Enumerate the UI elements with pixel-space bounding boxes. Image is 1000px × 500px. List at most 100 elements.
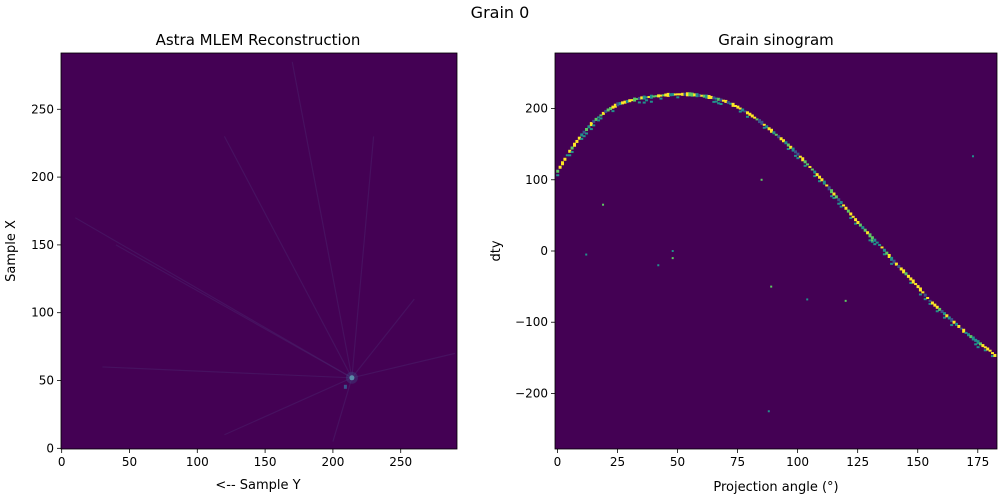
- sinogram-cell: [935, 305, 939, 309]
- sinogram-cell: [693, 93, 697, 97]
- sinogram-cell: [789, 145, 793, 149]
- sinogram-isolated-point: [770, 285, 773, 288]
- sinogram-cell: [625, 99, 629, 103]
- sinogram-cell: [719, 98, 723, 102]
- sinogram-cell: [942, 312, 946, 316]
- sinogram-cell: [599, 117, 603, 120]
- hotspot-fragment: [343, 384, 347, 389]
- sinogram-cell: [926, 297, 930, 300]
- x-tick-label: 200: [321, 455, 344, 469]
- sinogram-cell: [986, 347, 990, 351]
- sinogram-cell: [940, 310, 944, 314]
- sinogram-cell: [637, 101, 641, 104]
- sinogram-cell: [671, 93, 675, 97]
- sinogram-cell: [609, 107, 613, 111]
- x-tick-label: 75: [730, 455, 745, 469]
- sinogram-cell: [832, 192, 836, 196]
- sinogram-cell: [597, 116, 601, 119]
- sinogram-cell: [866, 231, 870, 235]
- sinogram-cell: [645, 99, 649, 102]
- x-tick-label: 175: [966, 455, 989, 469]
- hotspot-core: [349, 375, 355, 381]
- sinogram-cell: [786, 143, 790, 147]
- sinogram-cell: [573, 142, 577, 147]
- sinogram-cell: [837, 202, 841, 205]
- sinogram-cell: [959, 327, 963, 330]
- sinogram-cell: [765, 125, 769, 129]
- sinogram-cell: [820, 178, 824, 182]
- sinogram-cell: [947, 316, 951, 320]
- sinogram-cell: [928, 299, 932, 302]
- streak: [332, 377, 353, 442]
- sinogram-cell: [801, 157, 805, 162]
- sinogram-cell: [825, 184, 829, 187]
- sinogram-cell: [556, 174, 560, 177]
- sinogram-cell: [745, 111, 749, 115]
- sinogram-cell: [849, 212, 853, 216]
- sinogram-cell: [738, 107, 742, 110]
- sinogram-cell: [604, 109, 608, 113]
- sinogram-cell: [587, 125, 591, 129]
- sinogram-cell: [707, 95, 711, 100]
- sinogram-cell: [923, 298, 927, 301]
- y-tick-label: 200: [31, 170, 54, 184]
- sinogram-cell: [918, 287, 922, 292]
- sinogram-cell: [736, 105, 740, 109]
- sinogram-cell: [724, 99, 728, 103]
- sinogram-cell: [906, 274, 910, 278]
- sinogram-cell: [837, 198, 841, 202]
- sinogram-cell: [832, 197, 836, 200]
- sinogram-cell: [729, 102, 733, 105]
- sinogram-cell: [870, 236, 874, 240]
- x-tick-label: 250: [389, 455, 412, 469]
- sinogram-cell: [762, 123, 766, 126]
- sinogram-cell: [702, 94, 706, 98]
- sinogram-isolated-point: [806, 298, 809, 301]
- sinogram-cell: [858, 223, 862, 227]
- sinogram-cell: [647, 96, 651, 99]
- sinogram-cell: [642, 95, 646, 100]
- sinogram-cell: [868, 239, 872, 242]
- sinogram-cell: [678, 93, 682, 96]
- sinogram-cell: [964, 331, 968, 334]
- sinogram-cell: [784, 141, 788, 145]
- sinogram-cell: [659, 97, 663, 100]
- x-tick-label: 150: [906, 455, 929, 469]
- sinogram-cell: [757, 119, 761, 124]
- sinogram-cell: [969, 335, 973, 339]
- reconstruction-axes-frame: [60, 52, 458, 450]
- sinogram-cell: [882, 253, 886, 256]
- sinogram-cell: [645, 96, 649, 99]
- x-tick-label: 25: [610, 455, 625, 469]
- sinogram-cell: [976, 340, 980, 345]
- x-tick-label: 100: [786, 455, 809, 469]
- sinogram-cell: [779, 137, 783, 141]
- sinogram-cell: [830, 189, 834, 194]
- sinogram-cell: [974, 338, 978, 342]
- streak: [224, 377, 353, 436]
- sinogram-cell: [633, 97, 637, 102]
- sinogram-cell: [981, 344, 985, 348]
- sinogram-cell: [652, 95, 656, 98]
- sinogram-cell: [695, 93, 699, 98]
- sinogram-cell: [868, 233, 872, 238]
- sinogram-cell: [618, 102, 622, 106]
- y-tick-label: −200: [515, 386, 548, 400]
- sinogram-cell: [950, 324, 954, 327]
- sinogram-cell: [681, 92, 685, 96]
- sinogram-cell: [750, 114, 754, 118]
- sinogram-cell: [911, 279, 915, 284]
- sinogram-cell: [712, 96, 716, 100]
- sinogram-cell: [714, 97, 718, 100]
- sinogram-cell: [904, 272, 908, 276]
- sinogram-cell: [794, 150, 798, 154]
- sinogram-cell: [599, 114, 603, 117]
- sinogram-cell: [882, 248, 886, 252]
- streak: [102, 366, 352, 379]
- sinogram-cell: [815, 173, 819, 177]
- y-tick-label: 150: [31, 238, 54, 252]
- x-tick-label: 100: [186, 455, 209, 469]
- sinogram-cell: [954, 322, 958, 326]
- reconstruction-panel: Astra MLEM Reconstruction 0 50 100 150 200 25…: [4, 31, 458, 493]
